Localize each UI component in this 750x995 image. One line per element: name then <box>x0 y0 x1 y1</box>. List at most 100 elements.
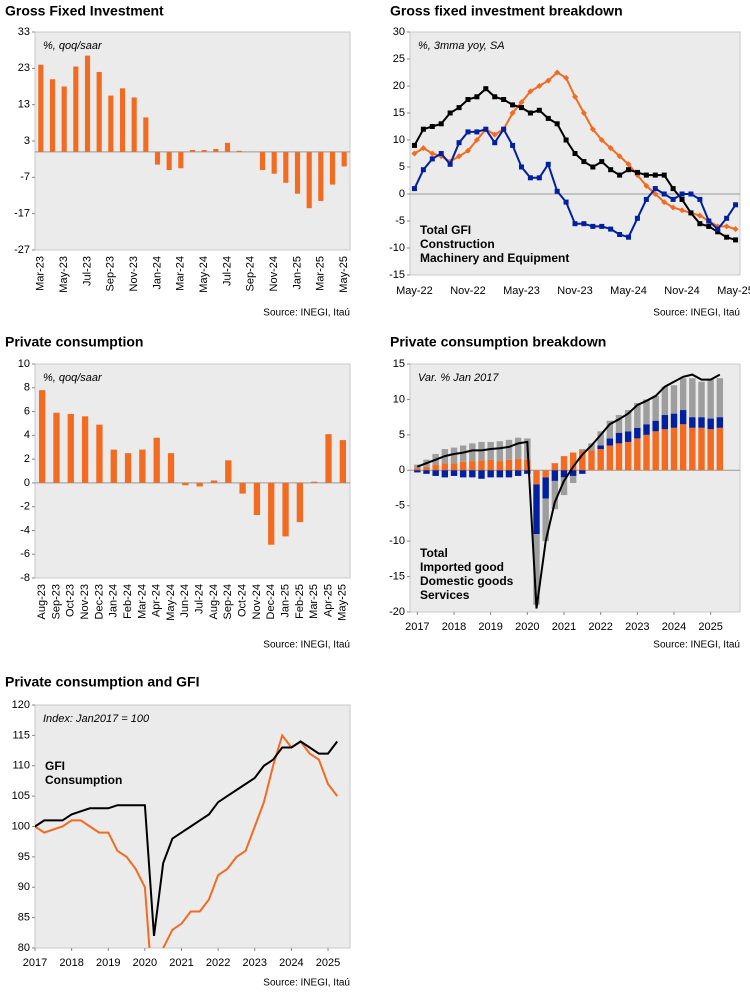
line-marker <box>438 151 444 156</box>
source-note: Source: INEGI, Itaú <box>653 308 740 319</box>
stacked-bar <box>698 381 705 418</box>
line-marker <box>572 93 578 100</box>
x-tick-label: Apr-25 <box>322 584 334 617</box>
line-marker <box>465 97 471 102</box>
y-tick-label: 110 <box>12 760 30 772</box>
stacked-bar <box>597 449 604 471</box>
stacked-bar <box>698 427 705 471</box>
line-marker <box>536 175 542 181</box>
line-marker <box>661 199 668 206</box>
plot-marks <box>35 733 338 948</box>
bar <box>182 482 189 486</box>
stacked-bar <box>459 445 467 462</box>
line-marker <box>696 212 703 219</box>
bar <box>268 482 275 545</box>
legend-entry: Total GFI <box>420 223 471 237</box>
line-marker <box>411 142 417 148</box>
x-tick-label: 2022 <box>206 957 230 969</box>
line-marker <box>732 226 739 233</box>
series-line <box>35 733 338 948</box>
stacked-bar <box>505 439 513 460</box>
source-note: Source: INEGI, Itaú <box>263 640 350 651</box>
bar <box>108 95 114 152</box>
series-line <box>35 740 338 937</box>
stacked-bar <box>414 468 421 471</box>
stacked-bar <box>533 534 540 605</box>
chart-panel: Gross fixed investment breakdown %, 3mma … <box>389 3 750 319</box>
bar <box>311 481 318 483</box>
x-tick-label: Jul-24 <box>194 584 206 614</box>
chart-subtitle: %, qoq/saar <box>43 372 103 384</box>
x-tick-label: Sep-24 <box>245 256 257 291</box>
bar <box>110 449 117 483</box>
stacked-bar <box>661 386 669 416</box>
y-tick-label: 30 <box>393 26 405 38</box>
line-marker <box>554 121 560 127</box>
stacked-bar <box>542 477 549 499</box>
line-marker <box>465 129 471 135</box>
x-tick-label: Jan-24 <box>108 584 120 618</box>
stacked-bar <box>670 413 678 428</box>
y-tick-label: 15 <box>393 358 405 370</box>
line-marker <box>670 196 676 202</box>
line-marker <box>501 126 507 132</box>
line-marker <box>599 223 605 229</box>
line-marker <box>616 153 623 160</box>
line-marker <box>581 221 587 227</box>
bar <box>53 412 60 483</box>
y-tick-label: 120 <box>12 699 30 711</box>
stacked-bar <box>414 470 421 473</box>
plot-marks <box>35 390 350 545</box>
x-tick-label: May-23 <box>58 256 70 293</box>
stacked-bar <box>551 470 559 481</box>
x-tick-label: May-25 <box>338 256 350 293</box>
stacked-bar <box>615 443 623 471</box>
legend-entry: Consumption <box>45 773 122 787</box>
line-marker <box>626 234 632 240</box>
line-marker <box>679 196 685 202</box>
legend-entry: Domestic goods <box>420 574 514 588</box>
series-line <box>416 373 721 609</box>
stacked-bar <box>579 470 586 474</box>
chart-panel: Private consumption %, qoq/saar Source: IN… <box>5 334 351 651</box>
y-tick-label: 85 <box>18 912 30 924</box>
x-tick-label: 2019 <box>96 957 120 969</box>
stacked-bar <box>615 432 623 444</box>
y-tick-label: 33 <box>18 26 30 38</box>
x-tick-label: Dec-23 <box>93 584 105 619</box>
stacked-bar <box>487 459 494 471</box>
y-tick-label: -5 <box>395 215 405 227</box>
stacked-bar <box>459 470 467 478</box>
y-tick-label: 13 <box>18 99 30 111</box>
x-tick-label: Oct-23 <box>65 584 77 617</box>
x-tick-label: Jun-24 <box>179 584 191 618</box>
bar <box>213 148 219 152</box>
x-tick-label: 2020 <box>133 957 157 969</box>
plot-marks <box>35 55 350 209</box>
bar <box>143 117 149 152</box>
stacked-bar <box>423 466 430 471</box>
bar <box>271 151 277 174</box>
line-marker <box>670 204 677 211</box>
x-tick-label: May-23 <box>503 285 540 297</box>
x-tick-label: 2024 <box>279 957 303 969</box>
legend-entry: Construction <box>420 237 495 251</box>
line-marker <box>661 191 667 197</box>
line-marker <box>688 210 694 216</box>
y-tick-label: -4 <box>20 524 30 536</box>
x-tick-label: Jan-25 <box>279 584 291 618</box>
y-tick-label: -6 <box>20 548 30 560</box>
stacked-bar <box>569 475 577 484</box>
plot-area <box>34 31 351 251</box>
line-marker <box>536 83 543 89</box>
y-tick-label: -5 <box>395 500 405 512</box>
chart-title: Private consumption <box>5 334 143 350</box>
stacked-bar <box>496 441 504 462</box>
stacked-bar <box>560 477 568 496</box>
x-tick-label: 2018 <box>59 957 83 969</box>
bar <box>318 151 324 201</box>
x-tick-label: 2017 <box>405 621 429 633</box>
bar <box>239 482 246 494</box>
bar <box>306 151 312 209</box>
line-marker <box>670 186 676 192</box>
